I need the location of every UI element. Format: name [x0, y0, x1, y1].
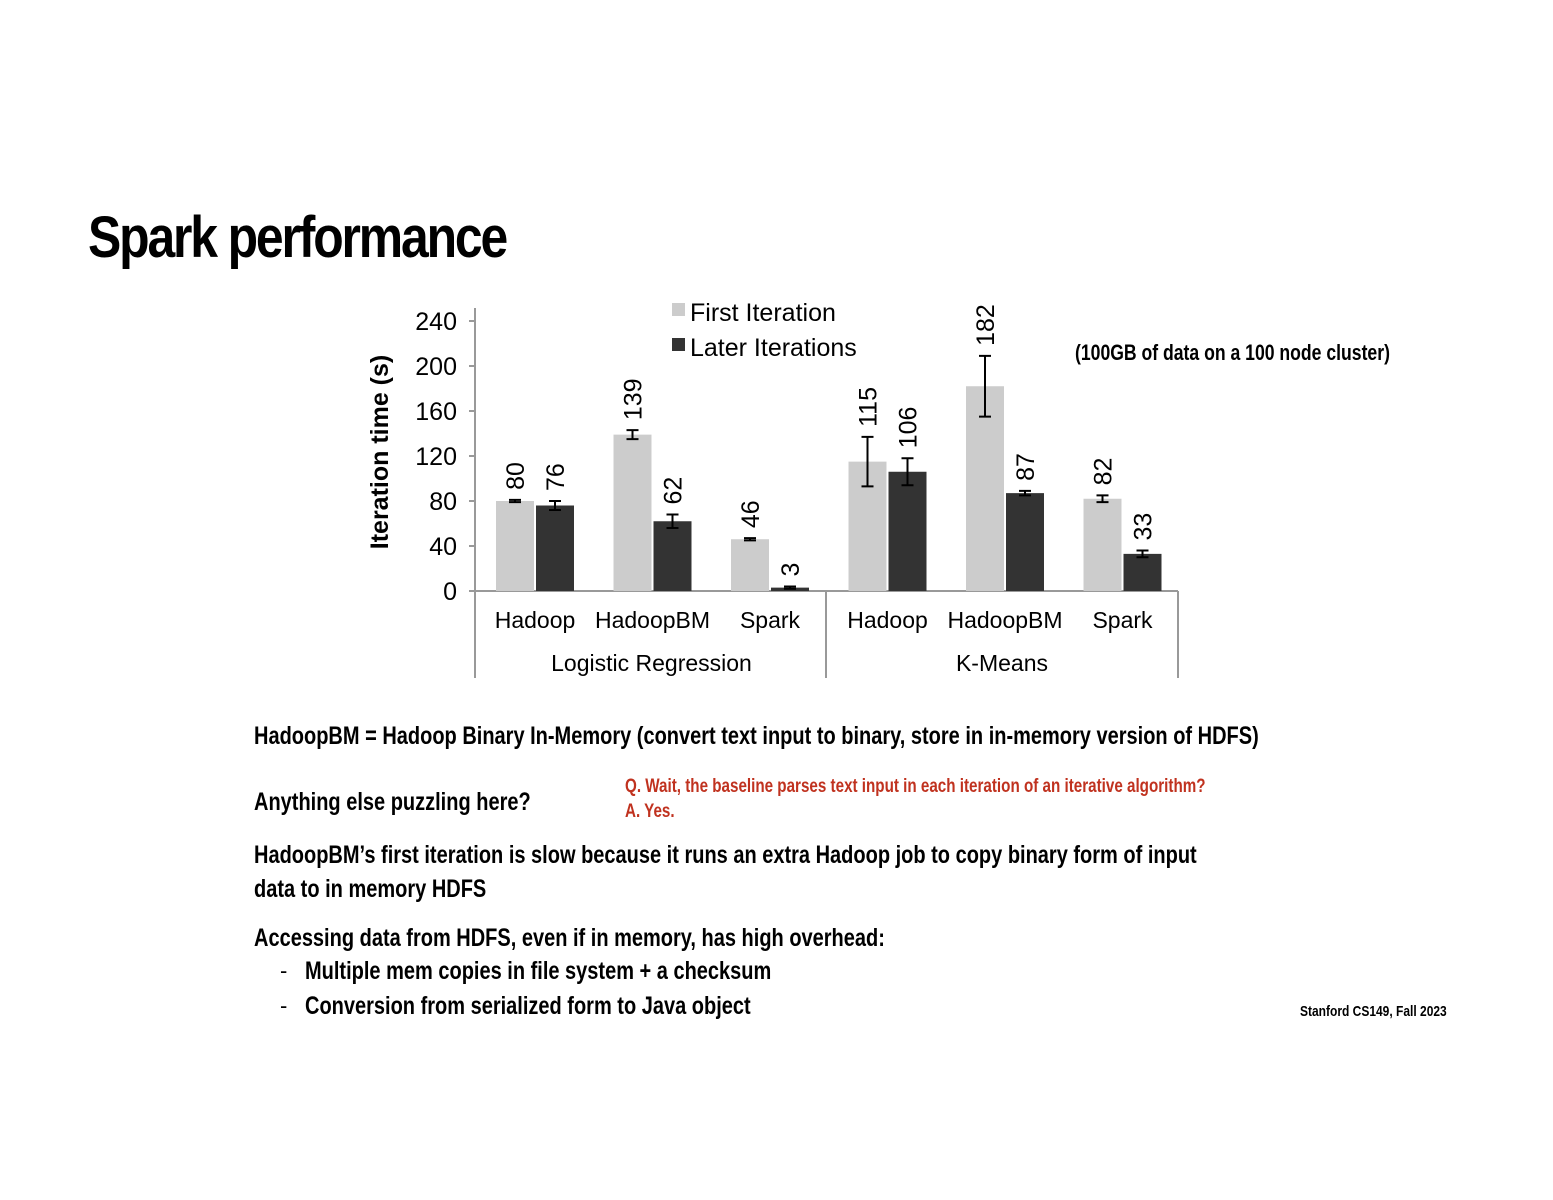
legend-label: First Iteration [690, 299, 836, 327]
data-label: 80 [502, 462, 530, 490]
y-tick-label: 200 [415, 353, 457, 381]
data-label: 62 [660, 477, 688, 505]
y-tick-label: 40 [429, 533, 457, 561]
category-label: HadoopBM [947, 607, 1062, 633]
point1-line2: data to in memory HDFS [254, 875, 487, 903]
category-label: Hadoop [847, 607, 928, 633]
y-tick-label: 0 [443, 578, 457, 606]
hadoopbm-definition: HadoopBM = Hadoop Binary In-Memory (conv… [254, 722, 1259, 750]
data-label: 33 [1130, 513, 1158, 541]
bar [1083, 498, 1122, 591]
y-tick-label: 160 [415, 398, 457, 426]
slide-title: Spark performance [88, 205, 508, 270]
data-label: 46 [737, 500, 765, 528]
category-label: Hadoop [495, 607, 576, 633]
bar [966, 386, 1004, 591]
qa-question: Q. Wait, the baseline parses text input … [625, 776, 1206, 797]
legend-swatch [672, 303, 685, 316]
category-label: Spark [1092, 607, 1153, 633]
group-label: Logistic Regression [551, 650, 752, 676]
dataset-note: (100GB of data on a 100 node cluster) [1075, 340, 1390, 365]
bar [888, 471, 927, 591]
bullet-item: Conversion from serialized form to Java … [305, 992, 751, 1020]
bar [613, 434, 652, 591]
data-label: 82 [1090, 458, 1118, 486]
bullet-marker: - [280, 993, 288, 1018]
category-label: HadoopBM [595, 607, 710, 633]
data-label: 3 [777, 563, 805, 577]
bar-chart: 0 40 80 120 160 200 240 Iteration time (s) Hadoo… [366, 299, 1179, 678]
data-label: 182 [972, 304, 1000, 346]
category-label: Spark [740, 607, 801, 633]
bar [653, 521, 692, 591]
data-label: 139 [620, 378, 648, 420]
bar [1006, 493, 1044, 591]
data-label: 87 [1012, 453, 1040, 481]
point2: Accessing data from HDFS, even if in mem… [254, 924, 885, 952]
bar [731, 539, 769, 591]
point1-line1: HadoopBM’s first iteration is slow becau… [254, 841, 1197, 869]
puzzle-question: Anything else puzzling here? [254, 788, 531, 816]
bullet-item: Multiple mem copies in file system + a c… [305, 957, 772, 985]
y-tick-label: 120 [415, 443, 457, 471]
group-label: K-Means [956, 650, 1048, 676]
bar [496, 501, 534, 591]
bullet-marker: - [280, 958, 288, 983]
y-axis-label: Iteration time (s) [366, 355, 394, 549]
chart-area: 0 40 80 120 160 200 240 Iteration time (s) Hadoo… [360, 290, 1210, 682]
data-label: 106 [895, 407, 923, 449]
footer: Stanford CS149, Fall 2023 [1300, 1003, 1447, 1020]
legend-label: Later Iterations [690, 334, 857, 362]
bar [536, 505, 574, 591]
legend-swatch [672, 338, 685, 351]
data-label: 76 [542, 463, 570, 491]
bar [1123, 553, 1162, 591]
qa-answer: A. Yes. [625, 801, 675, 822]
y-tick-label: 240 [415, 308, 457, 336]
data-label: 115 [855, 387, 883, 427]
y-tick-label: 80 [429, 488, 457, 516]
